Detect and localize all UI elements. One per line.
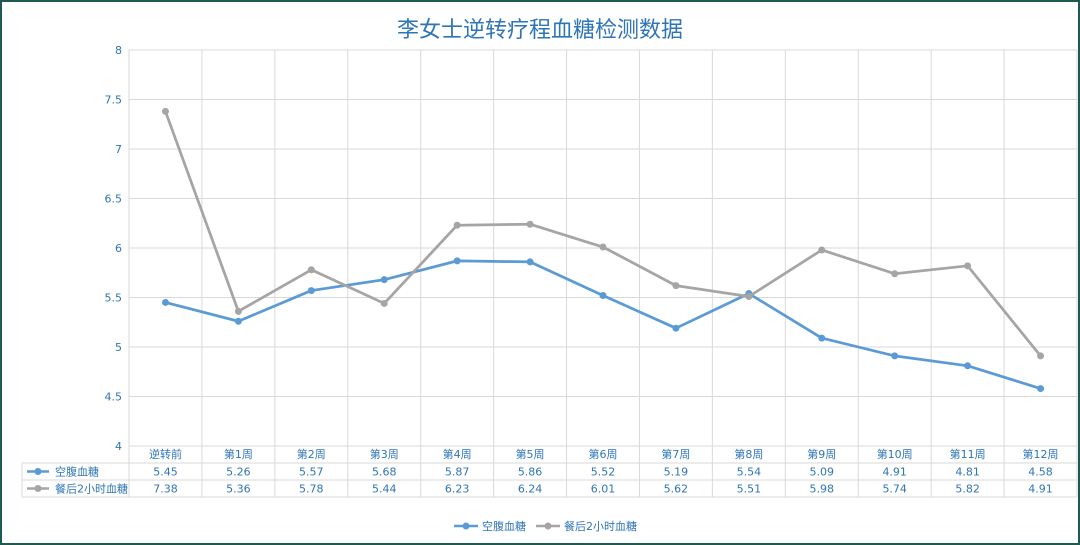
data-point	[599, 292, 607, 300]
table-cell: 5.45	[153, 466, 178, 479]
table-cell: 5.52	[591, 466, 616, 479]
table-series-name: 餐后2小时血糖	[55, 482, 128, 496]
x-tick-label: 第3周	[370, 447, 399, 461]
legend-label: 餐后2小时血糖	[564, 519, 637, 533]
x-tick-label: 第7周	[661, 447, 690, 461]
x-tick-label: 第8周	[734, 447, 763, 461]
table-cell: 4.58	[1028, 466, 1053, 479]
table-cell: 5.74	[882, 483, 907, 496]
x-tick-label: 第5周	[516, 447, 545, 461]
table-cell: 5.19	[664, 466, 689, 479]
data-table: 逆转前 第1周 第2周 第3周 第4周 第5周 第6周 第7周 第8周 第9周 第10周 第11周 第1…	[21, 447, 1077, 498]
data-point	[161, 298, 169, 306]
table-cell: 5.26	[226, 466, 251, 479]
y-tick-label: 4.5	[105, 391, 123, 404]
table-cell: 4.91	[1028, 483, 1053, 496]
legend-key-marker	[544, 522, 552, 530]
data-point	[526, 220, 534, 228]
table-cell: 5.51	[737, 483, 762, 496]
table-cell: 5.78	[299, 483, 324, 496]
x-tick-label: 第6周	[589, 447, 618, 461]
x-tick-label: 第12周	[1023, 447, 1059, 461]
x-tick-label: 第1周	[224, 447, 253, 461]
y-tick-label: 6	[115, 242, 122, 255]
legend: 空腹血糖 餐后2小时血糖	[454, 519, 637, 533]
data-point	[453, 257, 461, 265]
x-tick-label: 第10周	[877, 447, 913, 461]
table-cell: 7.38	[153, 483, 178, 496]
table-cell: 5.57	[299, 466, 324, 479]
data-point	[599, 243, 607, 251]
data-point	[1037, 352, 1045, 360]
y-tick-label: 5	[115, 341, 122, 354]
data-point	[745, 293, 753, 301]
data-point	[672, 324, 680, 332]
table-cell: 5.09	[810, 466, 835, 479]
data-point	[307, 287, 315, 295]
y-axis: 4 4.5 5 5.5 6 6.5 7 7.5 8	[105, 44, 123, 453]
data-point	[964, 262, 972, 270]
table-cell: 6.01	[591, 483, 616, 496]
data-point	[307, 266, 315, 274]
table-legend-key-marker	[34, 468, 42, 475]
series-lines	[161, 107, 1045, 393]
data-point	[672, 282, 680, 290]
x-tick-label: 第9周	[807, 447, 836, 461]
data-point	[234, 317, 242, 325]
table-cell: 6.23	[445, 483, 470, 496]
table-series-name: 空腹血糖	[55, 465, 99, 479]
data-point	[161, 107, 169, 115]
legend-label: 空腹血糖	[482, 519, 526, 533]
table-cell: 5.68	[372, 466, 397, 479]
y-tick-label: 6.5	[105, 193, 123, 206]
data-point	[380, 299, 388, 307]
series-line	[164, 110, 1042, 357]
data-point	[526, 258, 534, 266]
series-line	[165, 259, 1041, 390]
table-cell: 5.82	[955, 483, 980, 496]
x-tick-label: 第4周	[443, 447, 472, 461]
data-point	[964, 362, 972, 370]
table-cell: 5.44	[372, 483, 397, 496]
data-point	[818, 334, 826, 342]
data-point	[891, 270, 899, 278]
table-cell: 5.86	[518, 466, 543, 479]
grid	[128, 49, 1078, 497]
table-cell: 5.54	[737, 466, 762, 479]
x-tick-label: 第11周	[950, 447, 986, 461]
y-tick-label: 7	[115, 143, 122, 156]
data-point	[380, 276, 388, 284]
table-cell: 5.62	[664, 483, 689, 496]
legend-key-marker	[462, 522, 470, 530]
y-tick-label: 4	[115, 440, 122, 453]
data-point	[818, 246, 826, 254]
data-point	[1037, 385, 1045, 393]
chart-title: 李女士逆转疗程血糖检测数据	[397, 18, 683, 43]
table-cell: 4.91	[882, 466, 907, 479]
y-tick-label: 8	[115, 44, 122, 57]
table-cell: 5.98	[810, 483, 835, 496]
y-tick-label: 7.5	[105, 94, 123, 107]
table-cell: 5.36	[226, 483, 251, 496]
table-legend-key-marker	[34, 485, 42, 492]
table-cell: 5.87	[445, 466, 470, 479]
data-point	[891, 352, 899, 360]
data-point	[234, 307, 242, 315]
x-tick-label: 第2周	[297, 447, 326, 461]
data-point	[453, 221, 461, 229]
y-tick-label: 5.5	[105, 292, 123, 305]
x-tick-label: 逆转前	[149, 447, 182, 461]
table-cell: 6.24	[518, 483, 543, 496]
table-cell: 4.81	[955, 466, 980, 479]
